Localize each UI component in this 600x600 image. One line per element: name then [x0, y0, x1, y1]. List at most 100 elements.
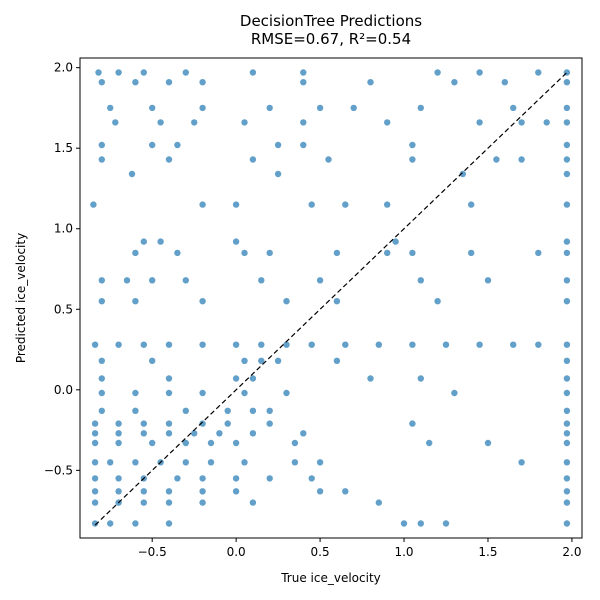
- data-point-0: [95, 69, 102, 76]
- data-point-61: [342, 201, 349, 208]
- data-point-90: [132, 298, 139, 305]
- data-point-43: [409, 141, 416, 149]
- data-point-7: [476, 69, 483, 76]
- data-point-128: [132, 389, 139, 397]
- data-point-126: [563, 375, 571, 382]
- data-point-19: [107, 104, 114, 112]
- data-point-13: [199, 79, 206, 86]
- data-point-203: [199, 499, 206, 506]
- data-point-129: [165, 389, 173, 397]
- data-point-107: [409, 341, 416, 348]
- data-point-38: [98, 141, 106, 149]
- data-point-147: [224, 420, 231, 427]
- data-point-162: [149, 439, 156, 447]
- data-point-114: [149, 357, 156, 364]
- data-point-79: [563, 249, 571, 257]
- data-point-39: [149, 141, 156, 149]
- data-point-170: [91, 459, 99, 466]
- data-point-137: [182, 407, 189, 414]
- data-point-152: [115, 430, 122, 437]
- data-point-146: [199, 420, 206, 427]
- x-tick-label-1: 0.0: [227, 545, 246, 559]
- data-point-53: [128, 170, 136, 178]
- data-point-28: [112, 119, 119, 126]
- data-point-193: [165, 488, 173, 495]
- x-axis-label: True ice_velocity: [280, 571, 381, 585]
- data-point-168: [484, 439, 492, 447]
- data-point-119: [563, 357, 571, 364]
- data-point-109: [476, 341, 483, 348]
- data-point-163: [182, 439, 189, 447]
- data-point-208: [107, 520, 114, 527]
- data-point-118: [333, 357, 341, 364]
- data-point-179: [518, 459, 525, 466]
- data-point-113: [98, 357, 106, 364]
- plot-area-frame: [79, 57, 583, 539]
- y-tick-label-2: 0.5: [54, 302, 73, 316]
- data-point-136: [132, 407, 139, 414]
- data-point-204: [249, 499, 257, 506]
- data-point-12: [165, 79, 173, 86]
- data-point-214: [563, 520, 571, 527]
- x-tick-label-2: 0.5: [311, 545, 330, 559]
- data-point-210: [165, 520, 173, 527]
- data-point-41: [274, 141, 282, 149]
- data-point-54: [274, 170, 282, 178]
- x-tick-label-0: −0.5: [138, 545, 167, 559]
- data-point-3: [182, 69, 189, 76]
- data-point-75: [384, 249, 391, 257]
- data-point-11: [132, 79, 139, 86]
- data-point-67: [232, 238, 240, 245]
- data-point-149: [409, 420, 416, 427]
- data-point-211: [400, 520, 408, 527]
- data-point-196: [316, 488, 324, 495]
- data-point-133: [451, 389, 458, 397]
- data-point-187: [266, 475, 273, 482]
- data-point-42: [300, 141, 307, 149]
- data-point-205: [375, 499, 382, 506]
- data-point-100: [199, 341, 206, 348]
- data-point-121: [165, 375, 173, 382]
- data-point-82: [149, 277, 156, 284]
- data-point-88: [563, 277, 571, 284]
- data-point-97: [115, 341, 122, 348]
- data-point-49: [409, 156, 416, 163]
- data-point-21: [199, 104, 206, 112]
- data-point-93: [333, 298, 341, 305]
- data-point-69: [563, 238, 571, 245]
- data-point-188: [308, 475, 315, 482]
- data-point-207: [91, 520, 99, 527]
- data-point-209: [132, 520, 139, 527]
- y-axis-label: Predicted ice_velocity: [14, 233, 28, 363]
- data-point-85: [316, 277, 324, 284]
- data-point-70: [132, 249, 139, 257]
- data-point-176: [241, 459, 248, 466]
- data-point-131: [241, 389, 248, 397]
- data-point-169: [563, 439, 571, 447]
- data-point-2: [140, 69, 147, 76]
- data-point-48: [325, 156, 332, 163]
- data-point-16: [451, 79, 458, 86]
- reference-line: [94, 70, 569, 526]
- data-point-60: [308, 201, 315, 208]
- data-point-94: [434, 298, 441, 305]
- data-point-125: [417, 375, 424, 382]
- data-point-30: [191, 119, 198, 126]
- data-point-180: [563, 459, 571, 466]
- data-point-139: [249, 407, 257, 414]
- data-point-122: [232, 375, 240, 382]
- x-tick-label-4: 1.5: [478, 545, 497, 559]
- data-point-17: [501, 79, 508, 86]
- data-point-46: [165, 156, 173, 163]
- data-point-161: [115, 439, 122, 447]
- data-point-34: [476, 119, 483, 126]
- y-tick-label-4: 1.5: [54, 141, 73, 155]
- data-point-62: [384, 201, 391, 208]
- data-point-192: [140, 488, 147, 495]
- data-point-190: [91, 488, 99, 495]
- data-point-33: [384, 119, 391, 126]
- data-point-74: [333, 249, 341, 257]
- data-point-63: [468, 201, 475, 208]
- data-point-138: [224, 407, 231, 414]
- data-point-140: [266, 407, 273, 414]
